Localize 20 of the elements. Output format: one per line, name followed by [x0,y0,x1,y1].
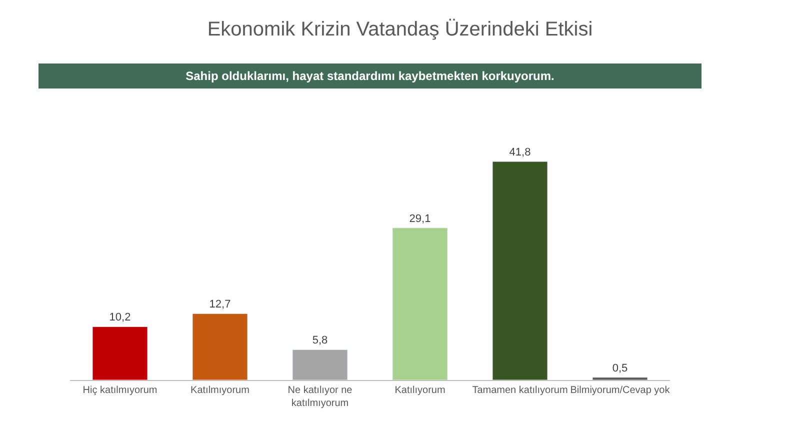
chart-title: Ekonomik Krizin Vatandaş Üzerindeki Etkisi [207,18,593,40]
x-tick-label: Bilmiyorum/Cevap yok [570,385,671,396]
data-label: 5,8 [312,334,328,347]
data-label: 0,5 [612,362,628,374]
bar [292,349,348,380]
bar [592,377,648,380]
x-tick-label: Tamamen katılıyorum [472,385,568,396]
chart-subtitle: Sahip olduklarımı, hayat standardımı kaybetmekten korkuyorum. [186,69,554,83]
x-tick-label: Katılıyorum [394,385,446,396]
bar [492,161,548,380]
data-label: 41,8 [509,146,531,158]
x-tick-label: Ne katılıyor ne katılmıyorum [288,385,353,409]
data-label: 10,2 [109,312,131,324]
bar [392,228,448,380]
bar [92,326,148,380]
data-label: 12,7 [209,298,231,311]
data-label: 29,1 [409,212,431,225]
x-tick-label: Katılmıyorum [190,385,250,396]
bar [192,313,248,380]
x-tick-label: Hiç katılmıyorum [82,385,158,396]
